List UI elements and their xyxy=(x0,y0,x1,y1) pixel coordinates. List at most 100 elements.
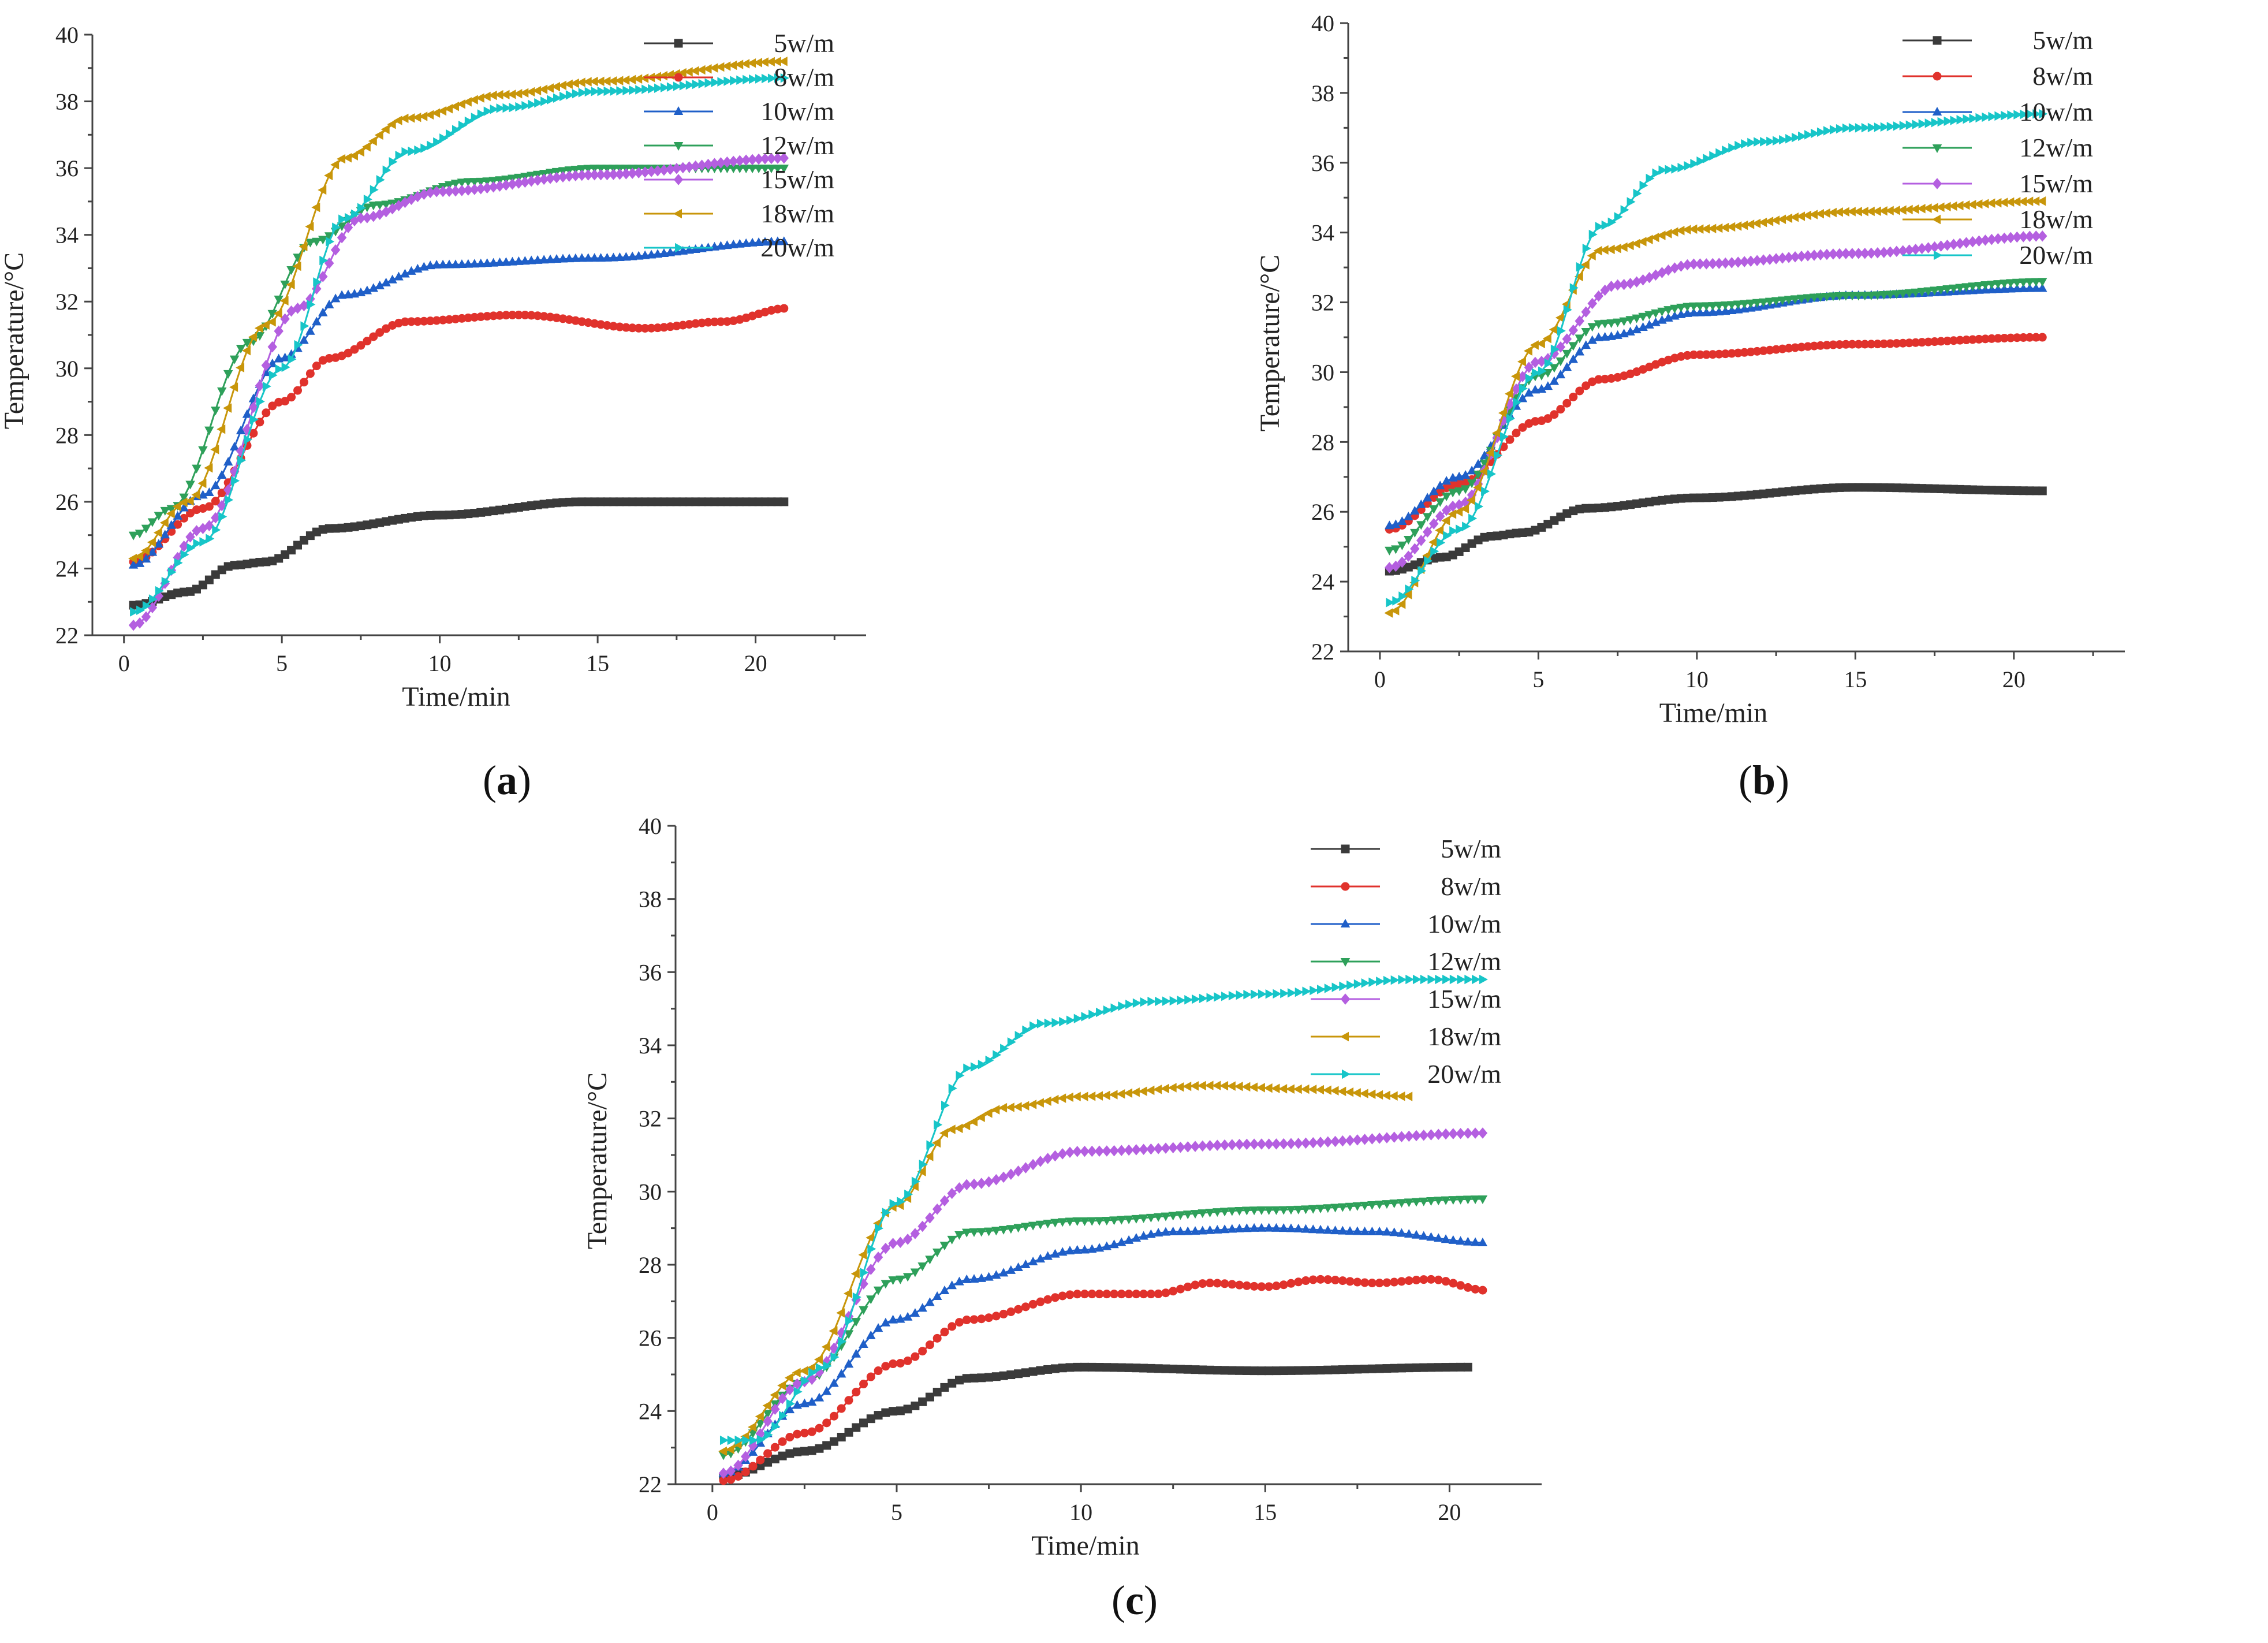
data-point xyxy=(1549,325,1558,334)
data-point xyxy=(1816,127,1826,137)
data-point xyxy=(425,110,434,120)
data-point xyxy=(939,1195,950,1206)
data-point xyxy=(368,202,379,211)
data-point xyxy=(1286,1138,1296,1150)
data-point xyxy=(1139,1143,1148,1156)
data-point xyxy=(193,538,202,549)
data-point xyxy=(509,103,518,113)
data-point xyxy=(954,1182,964,1194)
data-point xyxy=(1771,253,1781,264)
data-point xyxy=(1822,293,1832,302)
data-point xyxy=(1441,1128,1451,1140)
data-point xyxy=(760,165,770,174)
data-point xyxy=(311,202,320,213)
data-point xyxy=(609,322,618,331)
data-point xyxy=(1733,300,1743,310)
panel-label-letter: a xyxy=(497,757,517,803)
data-point xyxy=(1702,258,1711,270)
data-point xyxy=(717,77,726,87)
data-point xyxy=(1331,1365,1340,1374)
data-point xyxy=(1930,337,1939,347)
data-point xyxy=(615,168,625,180)
y-tick-label: 28 xyxy=(639,1252,662,1278)
data-point xyxy=(1792,132,1801,143)
data-point xyxy=(515,102,524,112)
data-point xyxy=(1982,112,1991,122)
data-point xyxy=(747,165,758,174)
data-point xyxy=(1021,1302,1030,1312)
data-point xyxy=(902,1273,913,1282)
data-point xyxy=(545,173,555,184)
data-point xyxy=(1974,199,1983,209)
data-point xyxy=(1028,1256,1038,1265)
data-point xyxy=(1797,342,1806,352)
data-point xyxy=(400,113,409,124)
data-point xyxy=(583,165,593,174)
data-point xyxy=(148,594,158,604)
data-point xyxy=(1904,244,1914,256)
data-point xyxy=(1435,511,1445,522)
data-point xyxy=(1219,1208,1230,1217)
data-point xyxy=(414,145,423,155)
data-point xyxy=(684,161,694,173)
data-point xyxy=(514,177,524,189)
data-point xyxy=(1524,362,1534,373)
data-point xyxy=(590,253,599,262)
data-point xyxy=(1690,159,1699,169)
data-point xyxy=(770,1403,780,1415)
data-point xyxy=(287,393,296,402)
data-point xyxy=(419,316,428,326)
data-point xyxy=(1594,375,1603,384)
data-point xyxy=(570,78,579,88)
data-point xyxy=(1866,247,1877,259)
data-point xyxy=(1765,254,1775,265)
data-point xyxy=(1695,258,1705,270)
data-point xyxy=(206,534,215,544)
data-point xyxy=(1367,1201,1377,1210)
data-point xyxy=(1428,518,1439,530)
data-point xyxy=(1721,306,1730,315)
data-point xyxy=(1236,990,1245,1000)
data-point xyxy=(1999,198,2008,207)
data-point xyxy=(1905,120,1915,130)
data-point xyxy=(1993,198,2002,208)
data-point xyxy=(1249,1138,1259,1150)
data-point xyxy=(1360,1201,1370,1210)
data-point xyxy=(2012,333,2021,342)
legend-marker xyxy=(1932,107,1942,116)
data-point xyxy=(976,1178,987,1189)
data-point xyxy=(1198,1225,1208,1235)
data-point xyxy=(1176,1141,1185,1153)
series-15w/m xyxy=(128,152,789,631)
data-point xyxy=(166,520,176,529)
data-point xyxy=(1448,500,1458,512)
data-point xyxy=(1411,1230,1422,1239)
data-point xyxy=(332,222,341,232)
data-point xyxy=(1412,1363,1421,1372)
data-point xyxy=(286,280,295,290)
data-point xyxy=(1101,1090,1110,1100)
data-point xyxy=(520,88,529,98)
data-point xyxy=(534,98,543,108)
data-point xyxy=(1803,210,1812,221)
data-point xyxy=(756,1455,765,1465)
data-point xyxy=(1374,1090,1383,1100)
data-point xyxy=(1448,1196,1458,1205)
data-point xyxy=(685,80,695,90)
data-point xyxy=(1404,1198,1414,1208)
data-point xyxy=(1449,526,1458,536)
data-point xyxy=(1279,1366,1288,1376)
data-point xyxy=(1006,1265,1016,1274)
legend-marker xyxy=(1932,214,1941,225)
data-point xyxy=(1205,1225,1215,1234)
data-point xyxy=(1663,229,1672,239)
data-point xyxy=(141,524,151,534)
data-point xyxy=(793,1447,802,1456)
data-point xyxy=(1441,516,1450,526)
data-point xyxy=(559,91,568,102)
data-point xyxy=(1066,1015,1075,1026)
data-point xyxy=(1463,1195,1473,1205)
data-point xyxy=(419,188,429,200)
data-point xyxy=(1153,1228,1163,1237)
data-point xyxy=(991,1174,1001,1186)
